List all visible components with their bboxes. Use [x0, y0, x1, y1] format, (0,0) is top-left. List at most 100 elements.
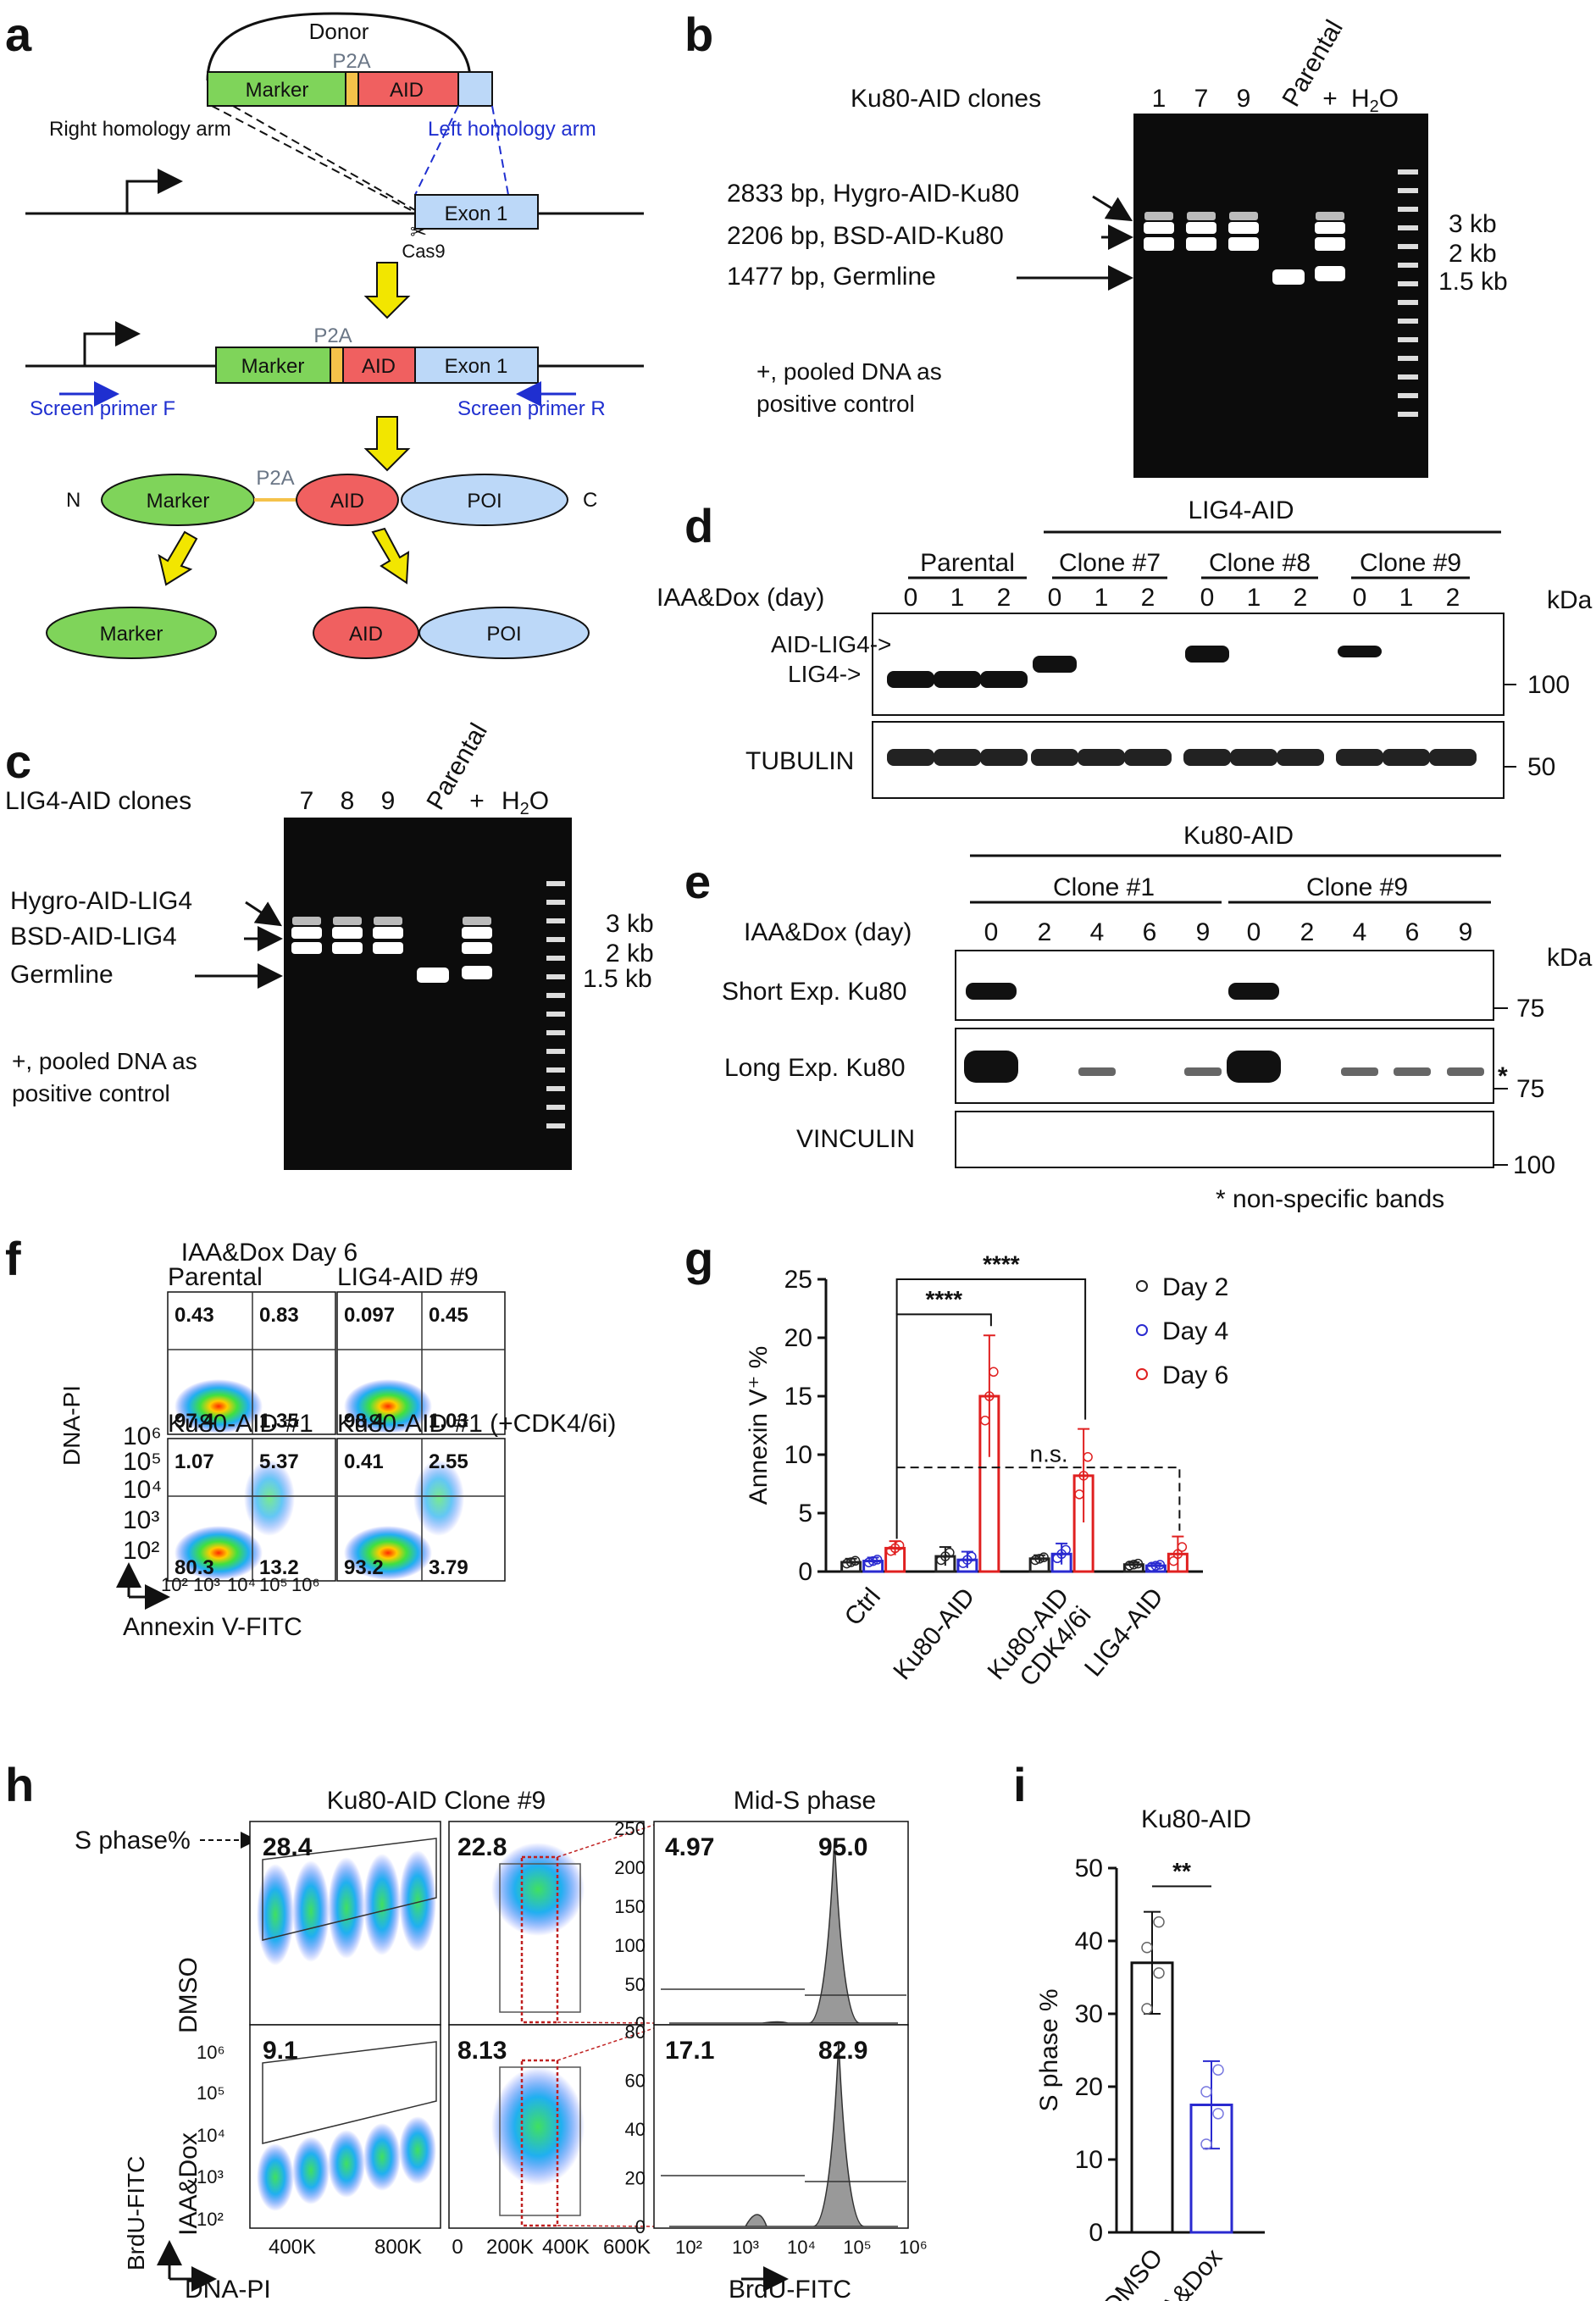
panel-label-e: e: [684, 855, 711, 908]
tubulin-band: [1277, 749, 1324, 766]
flow-density: [399, 1850, 436, 1952]
h-xtick1-400k: 400K: [269, 2236, 316, 2259]
data-point: [1150, 1561, 1161, 1571]
panel-f-ylabel: DNA-PI: [58, 1385, 85, 1466]
promoter-arrow-1: [125, 169, 183, 213]
gel-b-band: [1315, 237, 1345, 251]
s-phase-value: 28.4: [263, 1833, 313, 1861]
panel-b-lane-h2o: H2O: [1351, 85, 1399, 116]
neg-percent: 17.1: [665, 2037, 714, 2065]
flow-plot-title: Parental: [168, 1263, 263, 1291]
flow-density: [175, 1526, 263, 1580]
gel-c-band: [332, 942, 363, 954]
panel-e-bands: [964, 983, 1484, 1083]
gel-b: [1133, 114, 1428, 478]
size-b-3kb: 3 kb: [1449, 210, 1497, 238]
panel-c-lane-h2o: H2O: [502, 787, 549, 818]
h-ytick-3: 10³: [197, 2166, 224, 2187]
tubulin-band: [1183, 749, 1231, 766]
flow-density: [175, 1379, 263, 1433]
aid-box-1: [357, 71, 459, 107]
long-ku80-band: [964, 1051, 1018, 1083]
yellow-arrow-icon-3: [158, 530, 198, 586]
ns-bracket: [896, 1467, 1181, 1531]
data-point: [850, 1555, 861, 1566]
group-clone9: Clone #9: [1360, 549, 1461, 577]
panel-e-day: 4: [1353, 918, 1367, 946]
f-xtick-1: 10³: [193, 1574, 220, 1595]
yellow-arrow-down-icon-1: [363, 262, 411, 319]
panel-f-xlabel: Annexin V-FITC: [123, 1613, 302, 1641]
h-ytick-1: 10⁵: [197, 2082, 225, 2104]
gel-b-band: [1228, 237, 1259, 251]
gel-b-band: [1144, 212, 1173, 220]
brdu-histogram: [653, 2024, 909, 2229]
y-axis-label: S phase %: [1035, 1988, 1063, 2111]
f-xtick-0: 10²: [161, 1574, 188, 1595]
tubulin-band: [934, 749, 981, 766]
c-terminus-label: C: [583, 489, 597, 512]
exon1-box-2: [414, 347, 539, 384]
lig4-band: [934, 671, 981, 688]
quadrant-ll: 98.4: [344, 1410, 384, 1433]
data-point: [1168, 1555, 1179, 1566]
flow-density: [257, 2143, 294, 2211]
gel-c-ladder: [546, 993, 565, 998]
band-b-bsd: 2206 bp, BSD-AID-Ku80: [727, 222, 1004, 250]
panel-d-treat-label: IAA&Dox (day): [657, 584, 824, 612]
nonspecific-band: [1078, 1067, 1116, 1076]
f-ytick-3: 10³: [123, 1506, 159, 1534]
y-tick-label: 20: [784, 1324, 812, 1352]
data-point: [841, 1558, 852, 1569]
gel-c-band: [291, 942, 322, 954]
data-point: [1039, 1552, 1049, 1562]
category-label: Ku80-AIDCDK4/6i: [983, 1583, 1097, 1704]
sig-bracket: [895, 1313, 992, 1539]
gel-c-ladder: [546, 1049, 565, 1054]
panel-e-day: 9: [1196, 918, 1211, 946]
gel-c-ladder: [546, 1030, 565, 1035]
panel-d-day: 1: [1247, 584, 1261, 612]
panel-d-days: 0 1 2 0 1 2 0 1 2 0 1 2: [904, 584, 1460, 612]
hist-ytick: 40: [625, 2119, 646, 2140]
quadrant-ul: 0.097: [344, 1304, 395, 1327]
quadrant-lr: 3.79: [429, 1556, 468, 1579]
panel-e-western: Ku80-AID Clone #1 Clone #9 IAA&Dox (day)…: [722, 822, 1593, 1213]
legend-label: Day 6: [1162, 1361, 1228, 1389]
panel-e-day: 9: [1459, 918, 1473, 946]
quadrant-ur: 2.55: [429, 1450, 468, 1473]
panel-h-ylabel: BrdU-FITC: [123, 2156, 149, 2271]
note-c-1: +, pooled DNA as: [12, 1048, 197, 1074]
data-point: [967, 1551, 977, 1562]
panel-d-day: 2: [1141, 584, 1155, 612]
h-xtick2-200k: 200K: [486, 2236, 534, 2259]
flow-plot-title: Ku80-AID #1 (+CDK4/6i): [337, 1410, 616, 1438]
s-phase-gate: [262, 2041, 437, 2144]
nonspecific-band: [1394, 1067, 1431, 1076]
h-ytick-0: 10⁶: [197, 2042, 225, 2063]
flow-density: [328, 1857, 365, 1959]
tubulin-band: [1230, 749, 1277, 766]
size-c-15kb: 1.5 kb: [583, 965, 652, 993]
pos-percent: 95.0: [818, 1833, 867, 1861]
gel-c-band: [333, 917, 362, 925]
panel-a-schematic: Donor P2A Marker AID Right homology arm …: [25, 12, 644, 659]
group-parental: Parental: [920, 549, 1015, 577]
gel-c-band: [332, 927, 363, 939]
gel-c-band: [291, 927, 322, 939]
aid-label-3: AID: [330, 490, 364, 513]
gel-c-band: [462, 942, 492, 954]
data-point: [989, 1367, 999, 1378]
cas9-label: Cas9: [402, 241, 445, 262]
panel-e-day: 2: [1038, 918, 1052, 946]
panel-c-lane-8: 8: [341, 787, 355, 815]
panel-f-flow: IAA&Dox Day 6 Parental 0.43 0.83 97.4 1.35 LI…: [58, 1239, 616, 1641]
gel-c-band-germline: [462, 966, 492, 979]
left-arm-box: [457, 71, 493, 107]
blot-e-short: [955, 950, 1494, 1021]
hist-xtick-3: 10⁵: [843, 2237, 872, 2258]
band-c-hygro: Hygro-AID-LIG4: [10, 887, 192, 915]
gel-b-band: [1144, 222, 1174, 234]
mid-s-value: 8.13: [457, 2037, 507, 2065]
note-b-2: positive control: [756, 391, 915, 417]
